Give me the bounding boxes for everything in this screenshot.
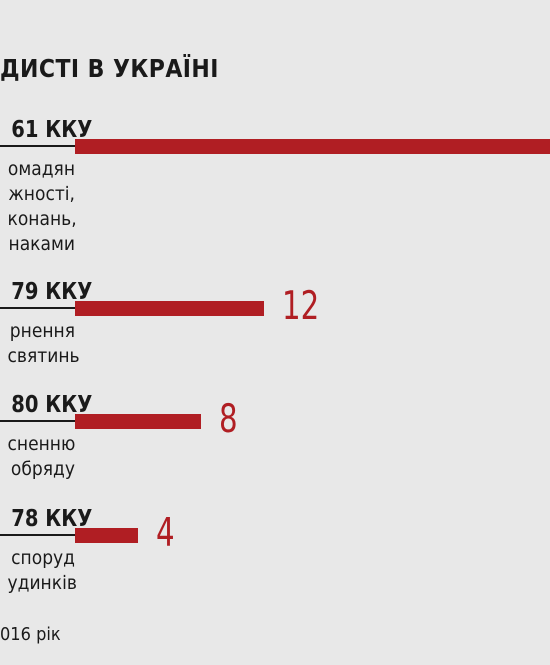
- bar: [75, 301, 264, 316]
- footnote: 016 рік: [0, 624, 61, 645]
- category-underline: [0, 534, 75, 536]
- category-underline: [0, 307, 75, 309]
- category-description-line: споруд: [11, 547, 75, 569]
- category-description-line: обряду: [10, 458, 76, 480]
- category-description-line: омадян: [7, 158, 76, 180]
- category-description: омадян жності, конань, наками: [7, 157, 77, 257]
- chart-title: ДИСТІ В УКРАЇНІ: [0, 54, 219, 83]
- value-label: 8: [219, 397, 238, 442]
- category-description: рнення святинь: [7, 319, 80, 369]
- category-label: 80 ККУ: [11, 392, 93, 418]
- category-label: 61 ККУ: [11, 117, 93, 143]
- category-underline: [0, 420, 75, 422]
- category-description-line: святинь: [7, 345, 80, 367]
- category-description-line: удинків: [7, 572, 77, 594]
- bar: [75, 414, 201, 429]
- category-description-line: конань,: [7, 208, 77, 230]
- bar: [75, 139, 550, 154]
- value-label: 4: [156, 511, 175, 556]
- category-description: споруд удинків: [7, 546, 77, 596]
- category-label: 79 ККУ: [11, 279, 93, 305]
- category-description-line: жності,: [8, 183, 75, 205]
- category-description: сненню обряду: [8, 432, 76, 482]
- category-description-line: рнення: [9, 320, 75, 342]
- category-underline: [0, 145, 75, 147]
- category-label: 78 ККУ: [11, 506, 93, 532]
- category-description-line: сненню: [7, 433, 76, 455]
- bar: [75, 528, 138, 543]
- category-description-line: наками: [8, 233, 76, 255]
- value-label: 12: [282, 284, 320, 329]
